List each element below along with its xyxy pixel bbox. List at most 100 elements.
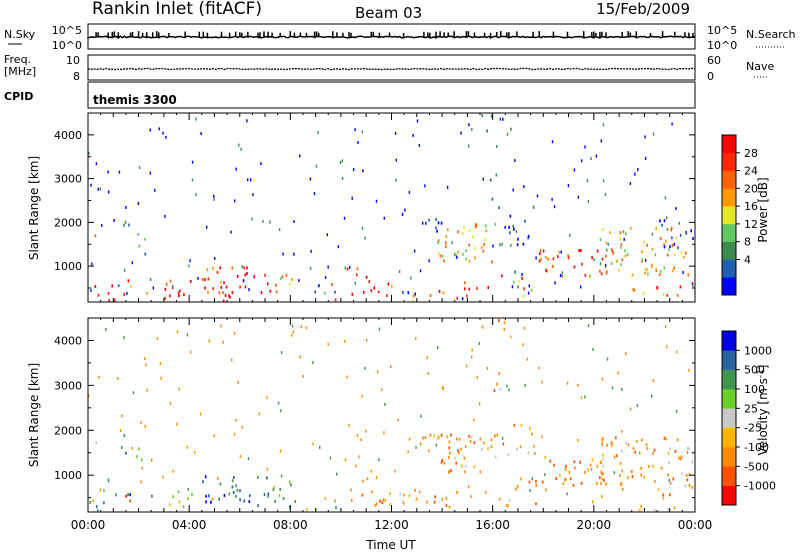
scatter-cell [653,508,656,512]
scatter-cell [178,387,180,391]
scatter-cell [89,500,92,504]
scatter-cell [662,496,665,500]
y-tick-label: 3000 [54,379,82,392]
scatter-cell [144,237,146,241]
scatter-cell [438,251,440,255]
scatter-cell [613,455,616,459]
scatter-cell [604,266,607,270]
velocity-panel-frame [87,317,696,513]
scatter-cell [487,447,489,450]
scatter-cell [365,429,367,433]
scatter-cell [666,216,668,220]
scatter-cell [262,219,264,223]
velocity-panel-axes: 4000 3000 2000 1000 00:00 04:00 08:00 12:00 16:0… [54,318,712,532]
scatter-cell [581,159,583,163]
scatter-cell [138,244,141,248]
scatter-cell [318,284,320,288]
scatter-cell [415,497,418,501]
scatter-cell [239,455,242,458]
scatter-cell [172,495,174,499]
scatter-cell [228,294,230,298]
scatter-cell [137,201,140,205]
scatter-cell [564,468,567,472]
scatter-cell [607,242,609,246]
scatter-cell [456,255,458,259]
scatter-cell [453,252,456,256]
scatter-cell [418,490,421,494]
scatter-cell [599,262,602,266]
scatter-cell [194,451,196,454]
scatter-cell [217,476,219,480]
scatter-cell [378,327,381,331]
nsearch-tick-top: 10^5 [707,24,737,37]
scatter-cell [197,276,199,280]
scatter-cell [99,488,102,492]
scatter-cell [339,160,342,164]
scatter-cell [621,429,623,433]
scatter-cell [510,127,512,131]
scatter-cell [239,498,241,502]
scatter-cell [553,205,556,209]
scatter-cell [503,327,506,331]
scatter-cell [551,265,554,268]
scatter-cell [678,456,680,460]
scatter-cell [218,291,221,295]
scatter-cell [640,473,642,477]
scatter-cell [599,238,602,242]
scatter-cell [509,231,511,235]
velocity-ylabel: Slant Range [km] [27,363,41,467]
scatter-cell [419,269,422,273]
scatter-cell [234,199,236,203]
scatter-cell [233,476,235,479]
scatter-cell [178,500,181,504]
scatter-cell [361,227,364,230]
scatter-cell [633,288,636,292]
scatter-cell [463,281,466,285]
scatter-cell [94,285,97,288]
scatter-cell [648,464,650,468]
scatter-cell [631,470,633,473]
scatter-cell [188,264,190,268]
scatter-cell [686,478,689,482]
scatter-cell [681,472,683,476]
scatter-cell [566,492,568,496]
scatter-cell [461,297,464,301]
scatter-cell [186,445,188,449]
scatter-cell [149,278,152,281]
scatter-cell [395,158,397,162]
y-tick-label: 2000 [54,216,82,229]
scatter-cell [370,469,372,473]
scatter-cell [688,446,690,450]
velocity-colorbar-label-exp: -1 [756,369,766,378]
colorbar-tick-label: -25 [744,422,762,435]
scatter-cell [428,449,430,453]
scatter-cell [95,162,98,166]
scatter-cell [544,455,546,459]
scatter-cell [535,502,537,506]
scatter-cell [517,237,519,241]
x-tick-label: 16:00 [475,518,510,532]
scatter-cell [118,170,121,174]
scatter-cell [667,451,670,455]
scatter-cell [156,337,159,340]
scatter-cell [151,458,153,462]
scatter-cell [95,505,98,509]
scatter-cell [97,509,99,513]
scatter-cell [643,475,645,479]
scatter-cell [312,442,314,446]
scatter-cell [191,178,194,182]
scatter-cell [125,206,127,209]
scatter-cell [599,269,601,273]
scatter-cell [438,289,441,293]
colorbar-segment [722,259,736,278]
scatter-cell [313,192,316,196]
scatter-cell [456,491,458,494]
scatter-cell [457,250,459,254]
scatter-cell [601,438,604,442]
scatter-cell [422,221,424,225]
scatter-cell [566,381,569,385]
scatter-cell [615,436,617,440]
colorbar-segment [722,188,736,207]
scatter-cell [599,460,602,464]
scatter-cell [280,351,283,354]
